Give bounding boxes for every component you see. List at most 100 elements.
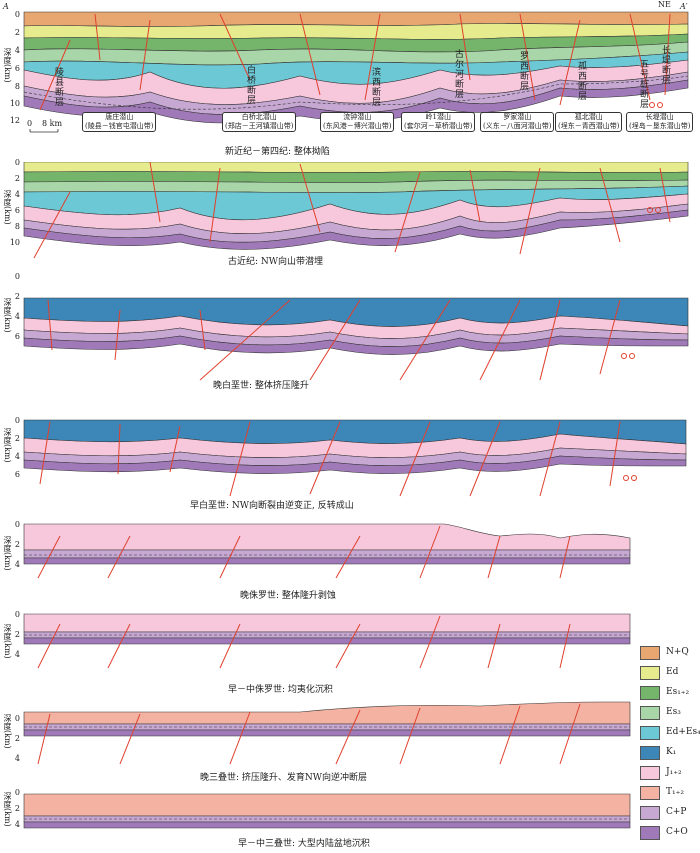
legend-swatch bbox=[640, 746, 660, 760]
fault-line bbox=[199, 309, 206, 351]
fault-line bbox=[469, 421, 501, 497]
legend-item-ed: Ed bbox=[640, 666, 700, 680]
fault-line bbox=[499, 705, 521, 765]
layer-co bbox=[23, 821, 631, 829]
depth-tick: 0 bbox=[14, 520, 20, 529]
panel-late-cretaceous: 深度(km) 0 2 4 6 晚白垩世: 整体挤压隆升 bbox=[0, 270, 700, 404]
legend-item-k1: K₁ bbox=[640, 746, 700, 760]
fault-line bbox=[219, 13, 251, 81]
cross-section-early-middle-jurassic bbox=[23, 613, 631, 669]
fault-offset-symbol bbox=[629, 353, 635, 359]
fault-label-binxi: 滨西断层 bbox=[372, 68, 382, 108]
legend-swatch bbox=[640, 726, 660, 740]
layer-co bbox=[23, 209, 689, 250]
section-end-label: A′ bbox=[680, 2, 688, 11]
layer-co bbox=[23, 455, 687, 474]
fault-label-luoxi: 罗西断层 bbox=[520, 52, 530, 92]
faults-panel2 bbox=[33, 162, 671, 259]
panel-caption: 早白垩世: NW向断裂由逆变正, 反转成山 bbox=[190, 501, 354, 511]
fault-line bbox=[599, 167, 621, 243]
legend-swatch bbox=[640, 686, 660, 700]
fault-line bbox=[229, 421, 251, 497]
fault-line bbox=[219, 623, 241, 669]
depth-tick: 4 bbox=[14, 560, 20, 569]
depth-tick: 2 bbox=[14, 28, 20, 37]
fault-line bbox=[219, 535, 241, 579]
depth-tick: 8 bbox=[14, 222, 20, 231]
fault-line bbox=[419, 615, 441, 669]
panel-caption: 古近纪: NW向山带潜埋 bbox=[228, 257, 324, 267]
cross-section-late-cretaceous bbox=[23, 297, 689, 381]
fault-line bbox=[539, 299, 561, 381]
faults-panel3 bbox=[47, 299, 621, 381]
depth-tick: 10 bbox=[9, 99, 20, 108]
fault-offset-symbol bbox=[657, 102, 663, 108]
fault-line bbox=[559, 703, 581, 765]
panel-caption: 晚侏罗世: 整体隆升剥蚀 bbox=[240, 591, 336, 601]
fault-line bbox=[419, 525, 441, 579]
fault-line bbox=[119, 713, 141, 765]
fault-line bbox=[335, 623, 361, 669]
fault-label-lingxian: 陵县断层 bbox=[55, 68, 65, 108]
fault-line bbox=[664, 13, 671, 96]
depth-tick: 2 bbox=[14, 174, 20, 183]
section-direction: NE bbox=[658, 0, 671, 9]
legend-item-edes4: Ed+Es₄ bbox=[640, 726, 700, 740]
fault-line bbox=[487, 535, 501, 579]
panel-early-middle-jurassic: 深度(km) 0 2 4 早－中侏罗世: 均夷化沉积 bbox=[0, 604, 640, 700]
fault-line bbox=[399, 299, 451, 381]
fault-line bbox=[629, 13, 651, 101]
depth-axis-title: 深度(km) bbox=[3, 792, 12, 827]
panel-caption: 早－中三叠世: 大型内陆盆地沉积 bbox=[238, 839, 370, 849]
depth-tick: 2 bbox=[14, 630, 20, 639]
cross-section-early-middle-triassic bbox=[23, 793, 631, 829]
fault-line bbox=[559, 535, 571, 579]
fault-line bbox=[609, 421, 621, 487]
depth-axis-title: 深度(km) bbox=[3, 624, 12, 659]
depth-tick: 10 bbox=[9, 238, 20, 247]
depth-tick: 4 bbox=[14, 452, 20, 461]
fault-line bbox=[364, 13, 381, 101]
depth-tick: 12 bbox=[9, 116, 20, 125]
fault-line bbox=[519, 13, 536, 101]
legend-swatch bbox=[640, 646, 660, 660]
fault-offset-symbol bbox=[621, 353, 627, 359]
panel-paleogene: 深度(km) 0 2 4 6 8 10 古近纪: NW向山带潜埋 bbox=[0, 158, 700, 270]
legend-swatch bbox=[640, 806, 660, 820]
fault-line bbox=[519, 167, 541, 255]
panel-caption: 早－中侏罗世: 均夷化沉积 bbox=[228, 685, 333, 695]
panel-caption: 新近纪－第四纪: 整体拗陷 bbox=[225, 147, 330, 157]
fault-label-gu-er-he: 古尔河断层 bbox=[455, 50, 465, 100]
buried-hill-tangzhuang: 唐庄潜山 (陵县－钱官屯潜山带) bbox=[82, 112, 157, 132]
depth-tick: 6 bbox=[14, 332, 20, 341]
buried-hill-baiqiaobei: 白桥北潜山 (郑店－王河镇潜山带) bbox=[222, 112, 297, 132]
fault-line bbox=[47, 299, 53, 351]
legend-item-nq: N+Q bbox=[640, 646, 700, 660]
layer-ed bbox=[23, 162, 689, 173]
legend-swatch bbox=[640, 666, 660, 680]
fault-line bbox=[335, 535, 361, 579]
layer-co bbox=[23, 557, 631, 565]
fault-offset-symbol bbox=[655, 207, 661, 213]
fault-line bbox=[459, 13, 471, 81]
basement-dashed-line bbox=[23, 75, 689, 110]
legend-swatch bbox=[640, 766, 660, 780]
panel-early-middle-triassic: 深度(km) 0 2 4 早－中三叠世: 大型内陆盆地沉积 bbox=[0, 786, 640, 853]
fault-offset-symbol bbox=[649, 102, 655, 108]
fault-line bbox=[199, 299, 291, 381]
fault-label-changdi: 长堤断层 bbox=[662, 46, 672, 86]
legend-item-cp: C+P bbox=[640, 806, 700, 820]
fault-label-wuhaozhuang: 五号桩断层 bbox=[640, 60, 650, 110]
fault-line bbox=[394, 171, 421, 253]
fault-line bbox=[94, 13, 101, 61]
fault-line bbox=[299, 13, 321, 96]
layer-co bbox=[23, 729, 631, 737]
fault-line bbox=[335, 709, 361, 765]
fault-line bbox=[37, 713, 51, 765]
buried-hill-changdi: 长堤潜山 (埕岛－垦东潜山带) bbox=[626, 112, 694, 132]
fault-line bbox=[114, 309, 121, 361]
buried-hill-liuzhong: 流钟潜山 (东风港－博兴潜山带) bbox=[320, 112, 395, 132]
depth-axis-title: 深度(km) bbox=[3, 48, 12, 83]
legend-item-co: C+O bbox=[640, 826, 700, 840]
cross-section-late-jurassic bbox=[23, 523, 631, 579]
